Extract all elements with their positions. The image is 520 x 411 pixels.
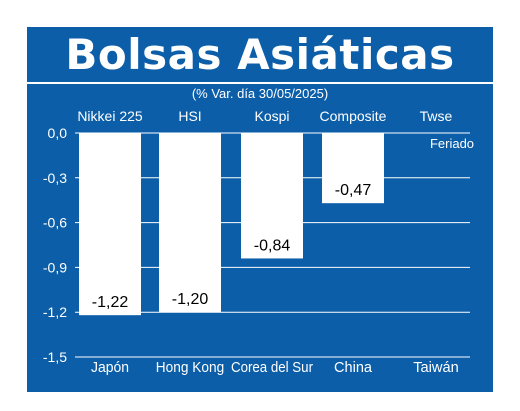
y-tick-label: -0,3 (43, 170, 67, 186)
index-name-label: Twse (420, 108, 453, 124)
category-label: China (334, 359, 373, 376)
category-label: Japón (91, 359, 129, 376)
y-tick-label: -1,5 (43, 349, 67, 365)
index-name-label: HSI (178, 108, 201, 124)
index-name-label: Kospi (254, 108, 289, 124)
y-axis-ticks: 0,0 -0,3 -0,6 -0,9 -1,2 -1,5 (43, 125, 67, 365)
annotations: Feriado (430, 136, 474, 151)
index-name-label: Composite (320, 108, 387, 124)
category-label: Corea del Sur (231, 359, 313, 376)
bar (322, 133, 384, 204)
chart-subtitle: (% Var. día 30/05/2025) (191, 86, 329, 101)
data-label: -0,84 (254, 237, 291, 254)
bar (241, 133, 303, 259)
y-tick-label: 0,0 (48, 125, 68, 141)
value-labels: -1,22 -1,20 -0,84 -0,47 (92, 182, 372, 311)
annotation-label: Feriado (430, 136, 474, 151)
data-label: -1,20 (172, 291, 209, 308)
data-label: -1,22 (92, 294, 129, 311)
y-tick-label: -1,2 (43, 304, 67, 320)
bars (79, 133, 384, 316)
category-label: Taiwán (413, 359, 459, 376)
data-label: -0,47 (335, 182, 372, 199)
bar (159, 133, 221, 313)
y-tick-label: -0,6 (43, 215, 67, 231)
chart-title: Bolsas Asiáticas (65, 30, 455, 79)
index-labels: Nikkei 225 HSI Kospi Composite Twse (77, 108, 452, 124)
category-label: Hong Kong (156, 359, 224, 376)
category-labels: Japón Hong Kong Corea del Sur China Taiwán (91, 359, 459, 376)
index-name-label: Nikkei 225 (77, 108, 143, 124)
title-divider (27, 82, 493, 84)
bar (79, 133, 141, 316)
y-tick-label: -0,9 (43, 259, 67, 275)
